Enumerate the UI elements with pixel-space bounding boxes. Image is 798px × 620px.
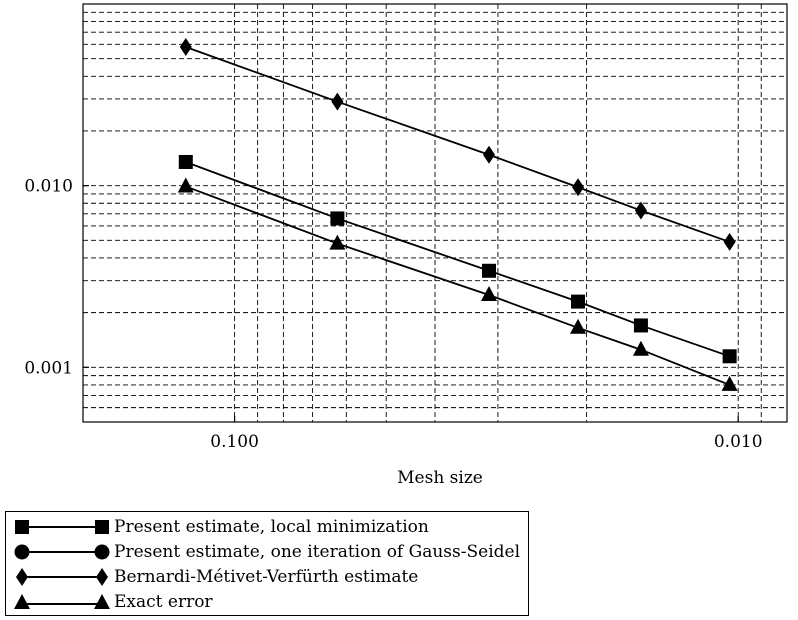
legend-item-exact-error: Exact error (6, 590, 528, 614)
plot-frame (82, 3, 788, 423)
x-axis-label: Mesh size (397, 468, 483, 488)
convergence-chart: 0.100 0.010 0.010 0.001 Mesh size (24, 3, 788, 488)
legend-item-bmv-estimate: Bernardi-Métivet-Verfürth estimate (6, 565, 528, 589)
series-square (178, 154, 737, 364)
x-tick-label: 0.010 (714, 432, 763, 452)
series-line (185, 185, 730, 386)
square-marker (330, 211, 345, 226)
axis-ticks: 0.100 0.010 0.010 0.001 (24, 177, 762, 452)
legend-diamond-marker-icon (16, 568, 108, 586)
legend-label: Exact error (114, 592, 213, 612)
legend-label: Present estimate, one iteration of Gauss… (114, 542, 521, 562)
legend-item-gauss-seidel: Present estimate, one iteration of Gauss… (6, 540, 528, 564)
triangle-marker (721, 375, 738, 391)
diamond-marker (331, 92, 344, 111)
series-line (185, 161, 730, 358)
triangle-marker (480, 286, 497, 302)
diamond-marker (482, 145, 495, 164)
square-marker (633, 318, 648, 333)
legend-label: Present estimate, local minimization (114, 517, 429, 537)
y-tick-label: 0.001 (24, 358, 73, 378)
legend-circle-marker-icon (14, 544, 110, 560)
triangle-marker (177, 177, 194, 193)
square-marker (571, 294, 586, 309)
diamond-marker (572, 178, 585, 197)
triangle-marker (632, 340, 649, 356)
legend-square-marker-icon (15, 520, 109, 534)
y-tick-label: 0.010 (24, 177, 73, 197)
series-group (177, 37, 738, 391)
square-marker (722, 349, 737, 364)
diamond-marker (723, 232, 736, 251)
triangle-marker (570, 318, 587, 334)
diamond-marker (634, 201, 647, 220)
square-marker (178, 154, 193, 169)
series-line (185, 46, 730, 243)
series-diamond (179, 37, 736, 251)
legend-triangle-marker-icon (14, 594, 110, 609)
legend-item-local-minimization: Present estimate, local minimization (6, 515, 528, 539)
square-marker (481, 263, 496, 278)
series-triangle (177, 177, 738, 391)
legend: Present estimate, local minimization Pre… (5, 511, 529, 616)
legend-label: Bernardi-Métivet-Verfürth estimate (114, 567, 419, 587)
triangle-marker (329, 234, 346, 250)
x-tick-label: 0.100 (210, 432, 259, 452)
grid-lines (83, 4, 787, 422)
diamond-marker (179, 37, 192, 56)
